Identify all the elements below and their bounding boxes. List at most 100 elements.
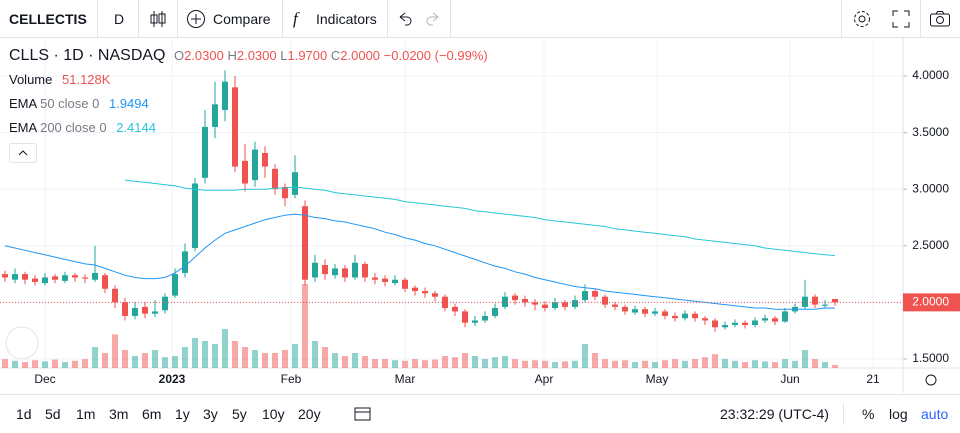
legend-value: 2.4144 (116, 120, 156, 135)
candle-body (122, 302, 128, 316)
range-button[interactable]: 3m (109, 406, 129, 422)
volume-bar (672, 359, 678, 368)
volume-bar (72, 360, 78, 368)
scale-option[interactable]: % (862, 406, 875, 422)
candle-body (622, 306, 628, 312)
range-button[interactable]: 1d (16, 406, 32, 422)
candle-body (392, 279, 398, 284)
candle-body (752, 320, 758, 325)
volume-bar (612, 360, 618, 368)
volume-bar (622, 360, 628, 368)
indicators-icon[interactable]: f (293, 9, 298, 28)
symbol[interactable]: CELLECTIS (9, 11, 87, 27)
range-button[interactable]: 5d (45, 406, 61, 422)
volume-bar (652, 362, 658, 368)
candle-body (812, 296, 818, 305)
volume-bar (122, 350, 128, 368)
ohlc-letter: H (227, 48, 237, 63)
x-tick-label: Apr (535, 372, 554, 386)
indicators[interactable]: Indicators (316, 11, 377, 27)
volume-bar (482, 359, 488, 368)
toolbar: CELLECTIS D Compare f Indicators (0, 0, 960, 38)
range-button[interactable]: 1m (76, 406, 96, 422)
chart-style-icon[interactable] (148, 9, 168, 29)
goto-date-icon[interactable] (353, 405, 373, 423)
volume-legend: Volume 51.128K (9, 69, 488, 93)
volume-bar (162, 357, 168, 368)
bottom-bar: 23:32:29 (UTC-4) 1d 5d 1m 3m 6m 1y 3y 5y 10y 20y%… (0, 394, 960, 433)
volume-bar (372, 359, 378, 368)
candle-body (482, 315, 488, 321)
candle-body (782, 311, 788, 322)
redo-icon[interactable] (424, 10, 442, 28)
candle-body (362, 263, 368, 278)
volume-bar (152, 350, 158, 368)
x-tick-label: Mar (395, 372, 416, 386)
candle-body (152, 311, 158, 314)
candle-body (592, 291, 598, 297)
volume-bar (562, 361, 568, 368)
volume-bar (582, 344, 588, 368)
legend-value: 51.128K (62, 72, 111, 87)
candle-body (772, 318, 778, 322)
volume-bar (592, 353, 598, 368)
volume-bar (192, 338, 198, 368)
volume-bar (332, 353, 338, 368)
undo-icon[interactable] (396, 10, 414, 28)
range-button[interactable]: 3y (203, 406, 218, 422)
candle-body (212, 104, 218, 127)
volume-bar (532, 360, 538, 368)
snapshot-icon[interactable] (929, 9, 951, 29)
legend-value: 1.9494 (108, 96, 149, 111)
candle-body (382, 278, 388, 282)
settings-icon[interactable] (852, 9, 872, 29)
volume-bar (182, 347, 188, 368)
volume-bar (342, 356, 348, 368)
candle-body (62, 275, 68, 281)
candle-body (602, 296, 608, 305)
volume-bar (242, 347, 248, 368)
range-button[interactable]: 6m (142, 406, 162, 422)
compare[interactable]: Compare (213, 11, 271, 27)
volume-bar (82, 359, 88, 368)
volume-bar (142, 353, 148, 368)
last-price-label: 2.0000 (912, 295, 949, 309)
candle-body (132, 308, 138, 316)
volume-bar (712, 354, 718, 368)
range-button[interactable]: 10y (262, 406, 285, 422)
candle-body (102, 275, 108, 289)
range-button[interactable]: 1y (175, 406, 190, 422)
candle-body (82, 277, 88, 279)
ohlc-letter: C (330, 48, 341, 63)
volume-bar (432, 359, 438, 368)
volume-bar (392, 360, 398, 368)
candle-body (712, 320, 718, 328)
interval[interactable]: D (114, 11, 125, 27)
candle-body (302, 206, 308, 280)
ohlc-value: 2.0300 (236, 48, 277, 63)
volume-bar (382, 359, 388, 368)
ohlc-letter: O (173, 48, 185, 63)
scale-option[interactable]: auto (921, 406, 949, 422)
candle-body (662, 311, 668, 316)
volume-bar (692, 359, 698, 368)
range-button[interactable]: 5y (232, 406, 247, 422)
volume-bar (572, 360, 578, 368)
range-button[interactable]: 20y (298, 406, 321, 422)
candle-body (522, 298, 528, 303)
collapse-button[interactable] (9, 143, 37, 163)
volume-bar (232, 341, 238, 368)
candle-body (202, 126, 208, 178)
candle-body (162, 296, 168, 311)
candle-body (92, 272, 98, 280)
fullscreen-icon[interactable] (891, 9, 911, 29)
scale-option[interactable]: log (889, 406, 908, 422)
candle-body (612, 304, 618, 307)
candle-body (632, 309, 638, 313)
x-tick-label: May (646, 372, 669, 386)
candle-body (22, 274, 28, 280)
volume-bar (132, 356, 138, 368)
legend: CLLS · 1D · NASDAQ O2.0300 H2.0300 L1.97… (9, 45, 488, 163)
compare-icon[interactable] (186, 9, 206, 29)
candle-body (242, 160, 248, 184)
